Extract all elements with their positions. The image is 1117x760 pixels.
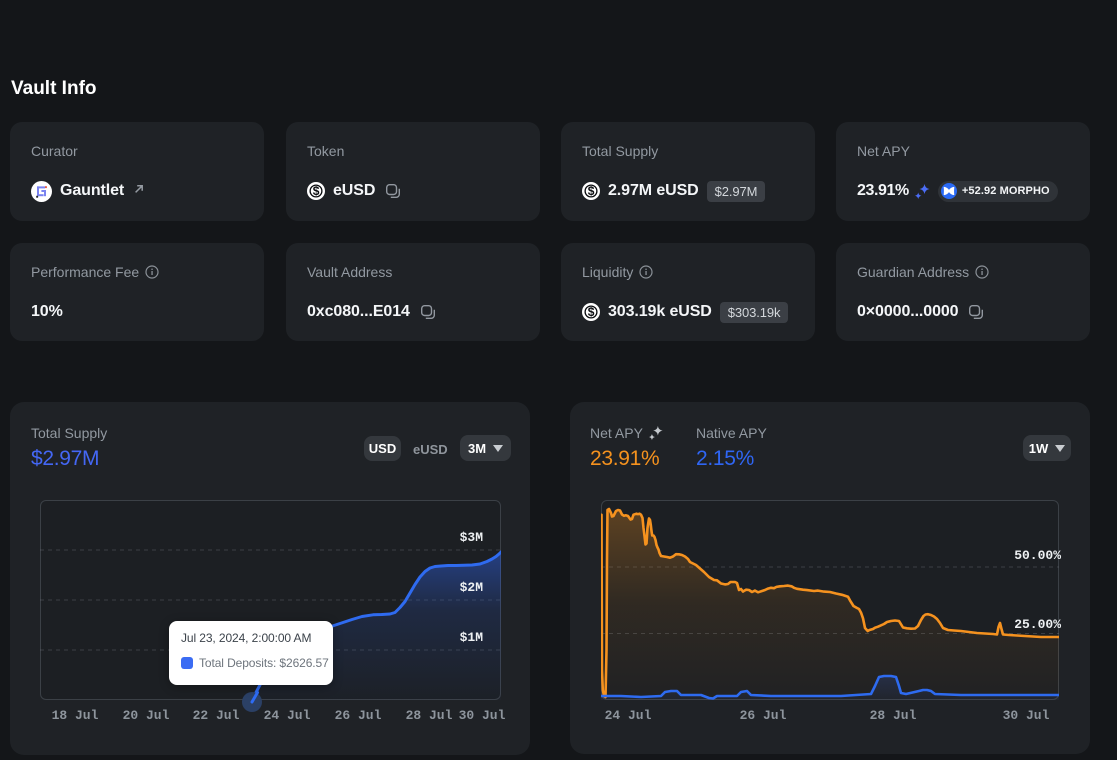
svg-text:$: $ bbox=[313, 184, 320, 198]
svg-text:$: $ bbox=[588, 305, 595, 319]
svg-text:$: $ bbox=[588, 184, 595, 198]
